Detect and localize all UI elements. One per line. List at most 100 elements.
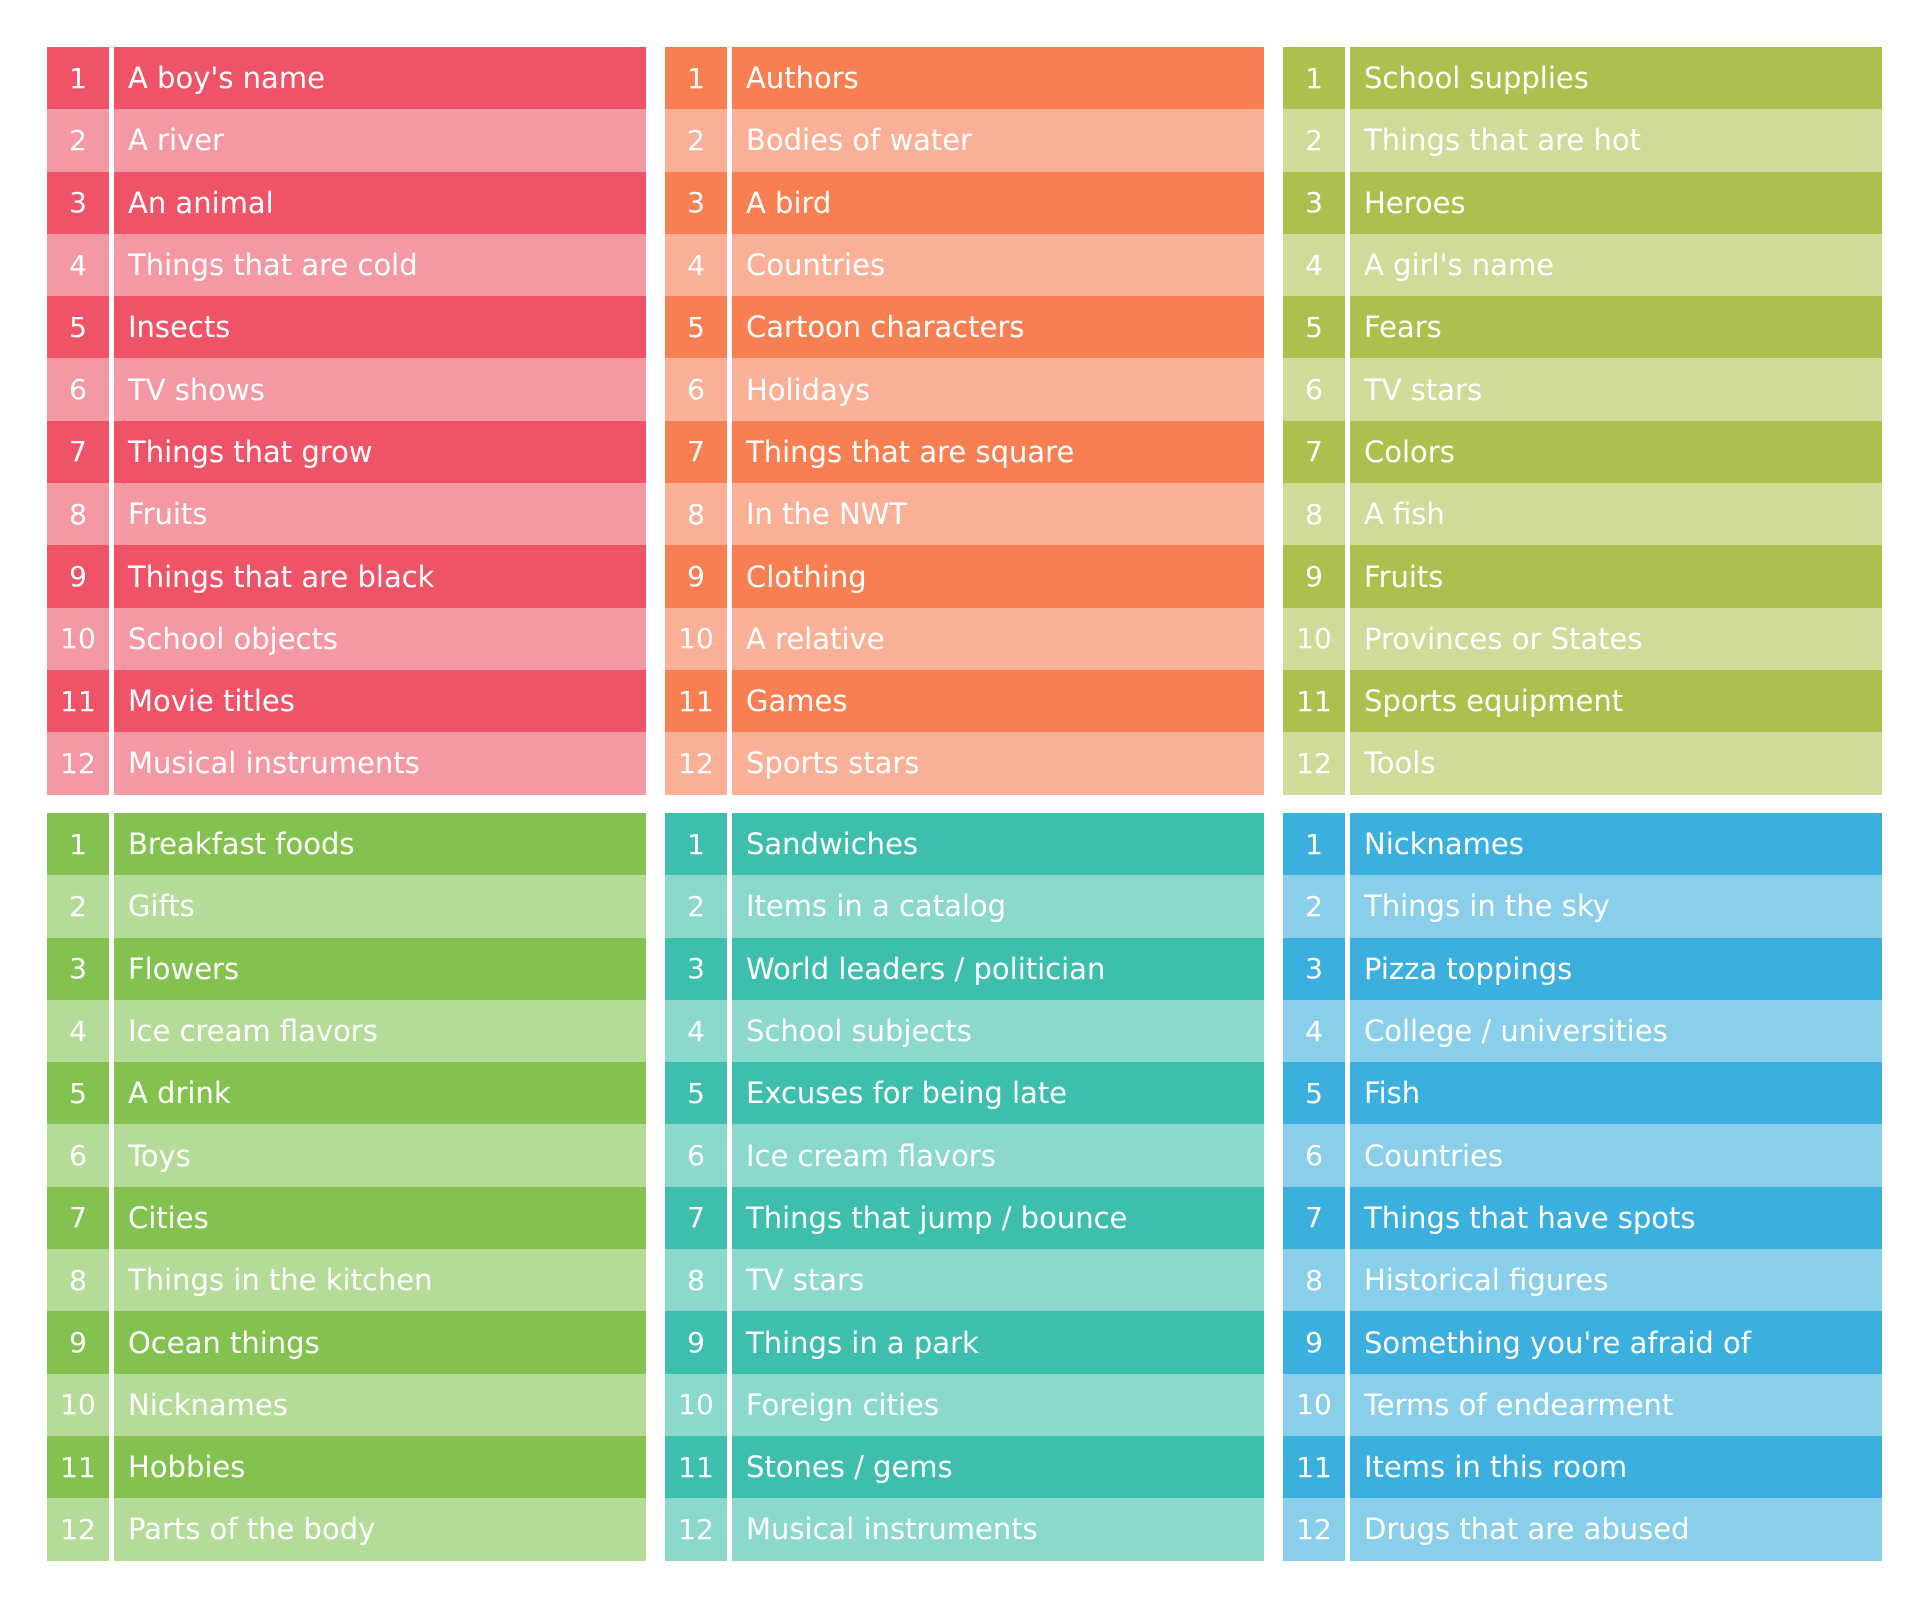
item-number: 7 xyxy=(665,1186,732,1250)
item-label: Colors xyxy=(1350,420,1882,484)
item-number: 6 xyxy=(665,358,732,421)
item-label: Stones / gems xyxy=(732,1435,1264,1499)
category-list-blue: 1 Nicknames 2 Things in the sky 3 Pizza toppi… xyxy=(1283,813,1882,1561)
list-item: 6 Holidays xyxy=(665,358,1264,421)
item-number: 6 xyxy=(47,358,114,421)
list-item: 6 Ice cream flavors xyxy=(665,1124,1264,1187)
list-item: 8 Things in the kitchen xyxy=(47,1249,646,1312)
list-item: 11 Hobbies xyxy=(47,1435,646,1499)
list-item: 12 Musical instruments xyxy=(47,732,646,795)
list-item: 10 Foreign cities xyxy=(665,1373,1264,1436)
list-item: 11 Items in this room xyxy=(1283,1435,1882,1499)
item-number: 2 xyxy=(665,109,732,172)
item-label: Hobbies xyxy=(114,1435,646,1499)
item-label: Things that are hot xyxy=(1350,109,1882,172)
item-number: 12 xyxy=(665,1498,732,1561)
item-label: School supplies xyxy=(1350,47,1882,110)
item-label: A river xyxy=(114,109,646,172)
item-number: 5 xyxy=(47,296,114,359)
list-item: 2 Bodies of water xyxy=(665,109,1264,172)
item-label: College / universities xyxy=(1350,999,1882,1063)
list-item: 12 Drugs that are abused xyxy=(1283,1498,1882,1561)
item-number: 10 xyxy=(47,607,114,670)
list-item: 9 Ocean things xyxy=(47,1311,646,1374)
item-number: 8 xyxy=(1283,483,1350,546)
list-item: 4 Countries xyxy=(665,233,1264,297)
list-item: 8 Historical figures xyxy=(1283,1249,1882,1312)
item-label: Parts of the body xyxy=(114,1498,646,1561)
item-number: 3 xyxy=(47,937,114,1000)
item-number: 1 xyxy=(47,813,114,876)
list-item: 3 Flowers xyxy=(47,937,646,1000)
item-label: TV stars xyxy=(1350,358,1882,421)
item-number: 1 xyxy=(47,47,114,110)
item-label: Sandwiches xyxy=(732,813,1264,876)
list-item: 11 Stones / gems xyxy=(665,1435,1264,1499)
item-number: 2 xyxy=(47,875,114,938)
item-number: 8 xyxy=(665,1249,732,1312)
item-label: Things that have spots xyxy=(1350,1186,1882,1250)
item-number: 9 xyxy=(665,545,732,608)
item-label: Flowers xyxy=(114,937,646,1000)
item-label: Fruits xyxy=(114,483,646,546)
list-item: 4 Ice cream flavors xyxy=(47,999,646,1063)
item-number: 10 xyxy=(1283,1373,1350,1436)
item-label: In the NWT xyxy=(732,483,1264,546)
item-number: 4 xyxy=(665,233,732,297)
item-number: 10 xyxy=(665,1373,732,1436)
list-item: 2 Items in a catalog xyxy=(665,875,1264,938)
list-item: 1 Authors xyxy=(665,47,1264,110)
item-label: Pizza toppings xyxy=(1350,937,1882,1000)
list-item: 3 Pizza toppings xyxy=(1283,937,1882,1000)
list-item: 3 An animal xyxy=(47,171,646,234)
item-label: Musical instruments xyxy=(114,732,646,795)
list-item: 11 Games xyxy=(665,669,1264,733)
item-label: Things that are cold xyxy=(114,233,646,297)
item-number: 7 xyxy=(1283,420,1350,484)
item-label: A fish xyxy=(1350,483,1882,546)
list-item: 11 Movie titles xyxy=(47,669,646,733)
item-label: Ice cream flavors xyxy=(732,1124,1264,1187)
item-label: Sports equipment xyxy=(1350,669,1882,733)
item-number: 9 xyxy=(47,1311,114,1374)
item-number: 4 xyxy=(1283,233,1350,297)
list-item: 7 Cities xyxy=(47,1186,646,1250)
item-label: Things in the sky xyxy=(1350,875,1882,938)
item-number: 11 xyxy=(47,1435,114,1499)
item-label: TV stars xyxy=(732,1249,1264,1312)
item-number: 6 xyxy=(1283,358,1350,421)
list-item: 7 Things that have spots xyxy=(1283,1186,1882,1250)
item-label: Fruits xyxy=(1350,545,1882,608)
list-item: 4 College / universities xyxy=(1283,999,1882,1063)
list-item: 5 Fears xyxy=(1283,296,1882,359)
list-item: 7 Things that are square xyxy=(665,420,1264,484)
item-number: 7 xyxy=(665,420,732,484)
item-label: Movie titles xyxy=(114,669,646,733)
list-item: 2 Things that are hot xyxy=(1283,109,1882,172)
item-label: Authors xyxy=(732,47,1264,110)
item-number: 4 xyxy=(47,233,114,297)
item-number: 6 xyxy=(1283,1124,1350,1187)
list-item: 5 Cartoon characters xyxy=(665,296,1264,359)
item-label: Fears xyxy=(1350,296,1882,359)
item-number: 3 xyxy=(665,171,732,234)
item-number: 11 xyxy=(1283,1435,1350,1499)
item-label: Drugs that are abused xyxy=(1350,1498,1882,1561)
list-item: 7 Things that grow xyxy=(47,420,646,484)
item-label: A relative xyxy=(732,607,1264,670)
item-label: Countries xyxy=(732,233,1264,297)
item-number: 5 xyxy=(1283,1062,1350,1125)
list-item: 1 School supplies xyxy=(1283,47,1882,110)
item-label: Things that are square xyxy=(732,420,1264,484)
list-item: 4 Things that are cold xyxy=(47,233,646,297)
item-number: 8 xyxy=(47,1249,114,1312)
list-item: 12 Tools xyxy=(1283,732,1882,795)
item-number: 2 xyxy=(1283,875,1350,938)
list-item: 1 Sandwiches xyxy=(665,813,1264,876)
item-label: Items in a catalog xyxy=(732,875,1264,938)
